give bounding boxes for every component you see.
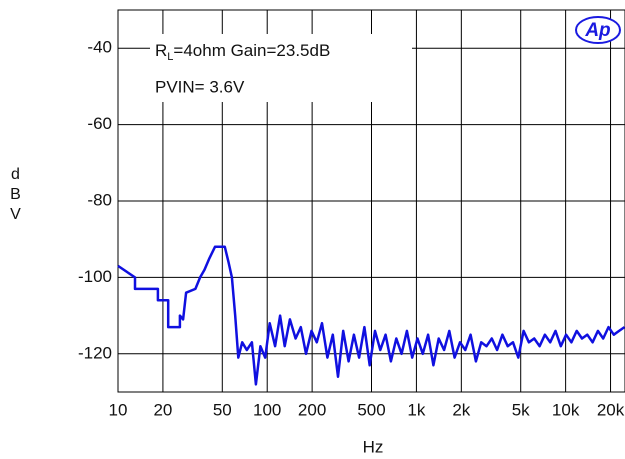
x-tick-label: 1k [407,400,425,419]
x-tick-label: 500 [357,400,385,419]
logo: Ap [584,20,610,41]
data-line [117,245,625,386]
y-tick-label: -80 [87,190,112,209]
annotation-part: R [155,41,167,60]
y-axis-label: dBV [7,166,24,226]
y-tick-label: -60 [87,114,112,133]
x-tick-label: 5k [512,400,530,419]
x-tick-label: 10 [109,400,128,419]
x-tick-label: 200 [298,400,326,419]
y-tick-label: -100 [78,267,112,286]
annotation: RL=4ohm Gain=23.5dB [155,41,330,62]
x-tick-label: 10k [552,400,580,419]
y-tick-label: -40 [87,38,112,57]
annotation-box [150,34,412,102]
y-tick-label: -120 [78,343,112,362]
logo-ring [575,16,621,44]
x-tick-label: 100 [253,400,281,419]
annotation-part: =4ohm Gain=23.5dB [173,41,330,60]
annotation: PVIN= 3.6V [155,77,245,96]
annotation-part: L [167,51,173,63]
x-tick-label: 20k [597,400,625,419]
x-tick-label: 20 [153,400,172,419]
x-tick-label: 50 [213,400,232,419]
x-tick-label: 2k [452,400,470,419]
x-axis-label: Hz [363,437,384,456]
